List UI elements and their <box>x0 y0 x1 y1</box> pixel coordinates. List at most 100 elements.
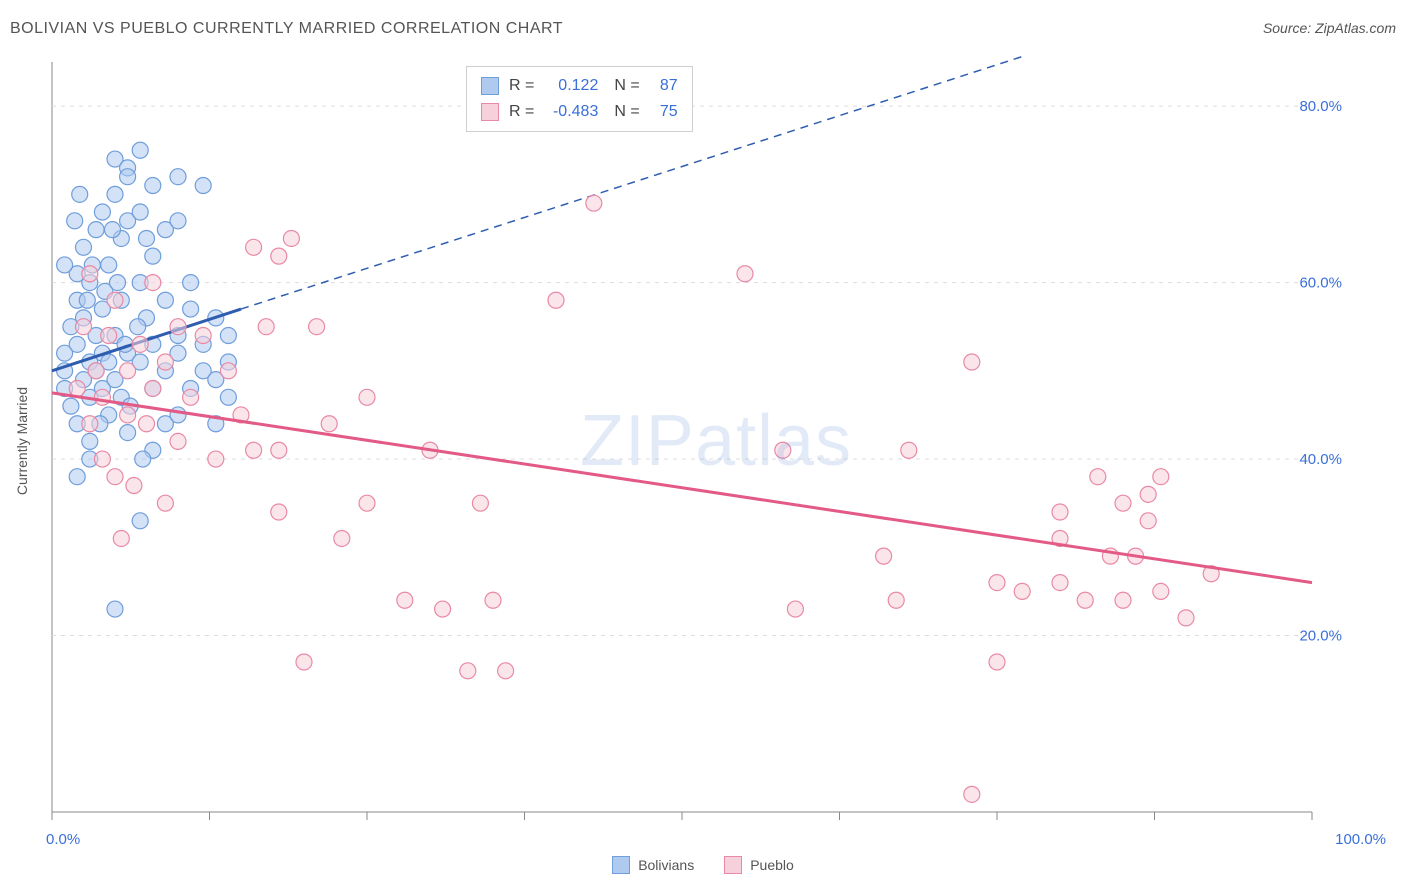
data-point <box>321 416 337 432</box>
data-point <box>94 389 110 405</box>
data-point <box>1115 495 1131 511</box>
data-point <box>139 416 155 432</box>
data-point <box>586 195 602 211</box>
data-point <box>271 248 287 264</box>
data-point <box>183 301 199 317</box>
data-point <box>104 222 120 238</box>
data-point <box>130 319 146 335</box>
data-point <box>472 495 488 511</box>
data-point <box>989 575 1005 591</box>
legend-item: Pueblo <box>724 856 794 874</box>
data-point <box>145 380 161 396</box>
data-point <box>901 442 917 458</box>
chart-area: 20.0%40.0%60.0%80.0% ZIPatlas R =0.122N … <box>46 56 1386 826</box>
legend-swatch <box>724 856 742 874</box>
data-point <box>283 230 299 246</box>
y-axis-label: Currently Married <box>12 56 32 826</box>
data-point <box>195 178 211 194</box>
y-tick-label: 80.0% <box>1299 98 1342 115</box>
regression-line <box>52 393 1312 583</box>
data-point <box>271 504 287 520</box>
data-point <box>359 389 375 405</box>
data-point <box>67 213 83 229</box>
r-value: 0.122 <box>544 73 598 99</box>
data-point <box>88 222 104 238</box>
data-point <box>120 169 136 185</box>
data-point <box>88 363 104 379</box>
data-point <box>101 328 117 344</box>
data-point <box>132 142 148 158</box>
data-point <box>1014 583 1030 599</box>
data-point <box>94 451 110 467</box>
series-legend: BoliviansPueblo <box>0 856 1406 874</box>
data-point <box>460 663 476 679</box>
data-point <box>157 292 173 308</box>
data-point <box>1052 575 1068 591</box>
data-point <box>107 186 123 202</box>
data-point <box>120 363 136 379</box>
data-point <box>157 495 173 511</box>
data-point <box>157 354 173 370</box>
y-tick-label: 20.0% <box>1299 628 1342 645</box>
data-point <box>76 319 92 335</box>
data-point <box>126 478 142 494</box>
legend-swatch <box>481 103 499 121</box>
data-point <box>359 495 375 511</box>
data-point <box>79 292 95 308</box>
data-point <box>94 204 110 220</box>
data-point <box>145 248 161 264</box>
data-point <box>183 389 199 405</box>
data-point <box>107 601 123 617</box>
data-point <box>1077 592 1093 608</box>
data-point <box>132 513 148 529</box>
data-point <box>737 266 753 282</box>
legend-swatch <box>612 856 630 874</box>
data-point <box>1140 513 1156 529</box>
data-point <box>113 530 129 546</box>
data-point <box>485 592 501 608</box>
data-point <box>271 442 287 458</box>
data-point <box>170 169 186 185</box>
legend-row: R =-0.483N =75 <box>481 99 678 125</box>
x-axis-min-label: 0.0% <box>46 831 80 848</box>
x-axis-max-label: 100.0% <box>1335 831 1386 848</box>
data-point <box>170 407 186 423</box>
data-point <box>888 592 904 608</box>
data-point <box>170 433 186 449</box>
data-point <box>132 204 148 220</box>
data-point <box>498 663 514 679</box>
n-value: 87 <box>650 73 678 99</box>
data-point <box>76 239 92 255</box>
data-point <box>82 416 98 432</box>
data-point <box>296 654 312 670</box>
data-point <box>220 389 236 405</box>
data-point <box>139 230 155 246</box>
correlation-legend: R =0.122N =87R =-0.483N =75 <box>466 66 693 132</box>
data-point <box>1153 469 1169 485</box>
data-point <box>435 601 451 617</box>
data-point <box>397 592 413 608</box>
data-point <box>1178 610 1194 626</box>
y-tick-label: 40.0% <box>1299 451 1342 468</box>
data-point <box>132 336 148 352</box>
data-point <box>69 336 85 352</box>
n-label: N = <box>614 73 639 99</box>
data-point <box>989 654 1005 670</box>
data-point <box>246 442 262 458</box>
data-point <box>787 601 803 617</box>
data-point <box>334 530 350 546</box>
data-point <box>170 213 186 229</box>
data-point <box>69 469 85 485</box>
data-point <box>1115 592 1131 608</box>
data-point <box>309 319 325 335</box>
n-label: N = <box>614 99 639 125</box>
source-credit: Source: ZipAtlas.com <box>1263 20 1396 36</box>
data-point <box>220 328 236 344</box>
data-point <box>101 257 117 273</box>
data-point <box>183 275 199 291</box>
data-point <box>220 363 236 379</box>
data-point <box>120 425 136 441</box>
n-value: 75 <box>650 99 678 125</box>
legend-row: R =0.122N =87 <box>481 73 678 99</box>
data-point <box>964 354 980 370</box>
